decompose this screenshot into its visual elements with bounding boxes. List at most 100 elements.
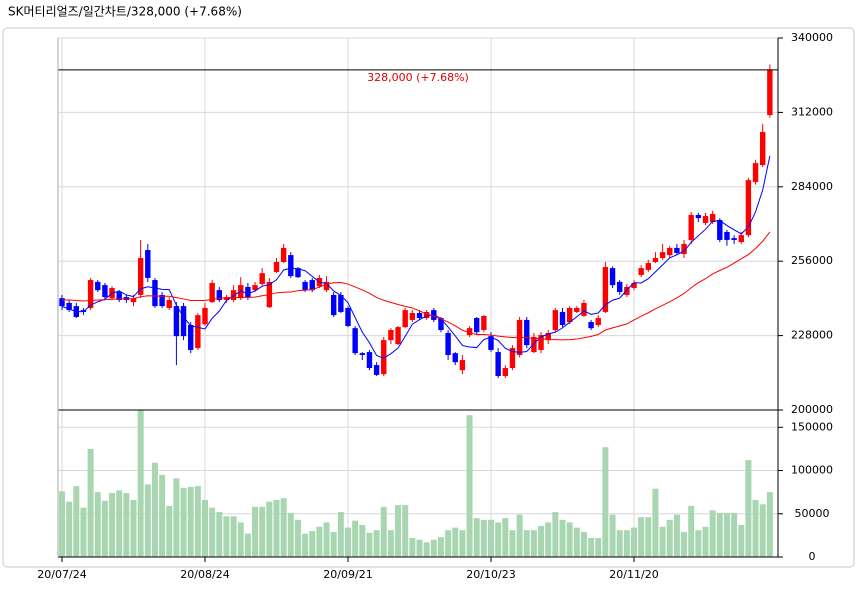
volume-bar — [130, 499, 137, 557]
candle-body — [302, 281, 308, 291]
volume-bar — [345, 527, 351, 557]
x-tick-label: 20/07/24 — [37, 568, 86, 581]
candle-body — [338, 294, 344, 312]
candle-body — [345, 307, 351, 327]
y-tick-label: 50000 — [795, 507, 830, 520]
candle-body — [95, 281, 101, 291]
candle-body — [152, 280, 158, 307]
volume-bar — [109, 493, 116, 557]
volume-bar — [380, 506, 387, 557]
candle-body — [509, 348, 516, 369]
volume-bar — [280, 498, 287, 557]
candle-body — [273, 261, 280, 273]
volume-bar — [616, 530, 623, 557]
volume-bar — [437, 537, 444, 557]
candle-body — [752, 163, 759, 183]
y-tick-label: 228000 — [791, 329, 833, 342]
volume-bar — [209, 507, 216, 557]
candle-body — [459, 360, 466, 371]
candle-body — [102, 285, 108, 298]
candle-body — [173, 306, 180, 337]
volume-bar — [652, 488, 659, 557]
volume-bar — [66, 501, 73, 557]
candle-body — [145, 250, 151, 278]
volume-bar — [538, 525, 545, 557]
volume-bar — [73, 486, 80, 557]
volume-bar — [745, 460, 752, 557]
volume-bar — [509, 530, 516, 557]
volume-bar — [116, 490, 123, 557]
candle-body — [416, 313, 423, 319]
y-tick-label: 100000 — [791, 464, 833, 477]
candle-body — [180, 306, 187, 337]
candle-body — [559, 311, 566, 325]
volume-bar — [223, 516, 230, 557]
candle-body — [709, 213, 716, 223]
candle-body — [502, 368, 508, 376]
volume-bar — [530, 530, 537, 557]
candle-body — [724, 231, 730, 240]
candle-body — [366, 352, 373, 369]
volume-bar — [359, 525, 366, 557]
candle-body — [395, 327, 401, 345]
candle-body — [166, 299, 172, 308]
volume-bar — [545, 522, 552, 557]
candle-body — [545, 332, 551, 341]
candle-body — [738, 235, 744, 243]
candle-body — [624, 286, 630, 295]
candle-body — [295, 268, 301, 278]
candle-body — [617, 281, 623, 293]
annotation-label: 328,000 (+7.68%) — [367, 71, 469, 84]
volume-bar — [144, 484, 151, 557]
volume-bar — [759, 504, 766, 557]
candle-body — [474, 318, 480, 333]
volume-bar — [323, 522, 330, 557]
candle-body — [309, 280, 315, 291]
volume-bar — [366, 532, 373, 557]
candle-body — [531, 336, 537, 353]
candle-body — [495, 352, 501, 376]
volume-bar — [702, 526, 709, 557]
volume-bar — [595, 537, 602, 557]
volume-bar — [502, 518, 509, 557]
volume-bar — [373, 530, 380, 557]
volume-bar — [101, 500, 108, 557]
volume-bar — [723, 512, 730, 557]
volume-bar — [266, 501, 273, 557]
candle-body — [87, 280, 94, 308]
volume-bar — [688, 505, 695, 557]
volume-bar — [445, 530, 452, 557]
volume-bar — [259, 506, 266, 557]
candle-body — [245, 286, 251, 298]
candle-body — [252, 285, 258, 291]
volume-bar — [459, 530, 466, 557]
volume-bar — [337, 512, 344, 557]
volume-bar — [695, 530, 702, 557]
volume-bar — [173, 478, 180, 557]
volume-bar — [423, 542, 430, 557]
candle-body — [373, 365, 380, 375]
candle-body — [381, 340, 387, 375]
candle-body — [574, 307, 580, 312]
y-tick-label: 256000 — [791, 254, 833, 267]
volume-bar — [330, 531, 337, 557]
volume-bar — [409, 537, 416, 557]
y-tick-label: 0 — [809, 550, 816, 563]
candle-body — [767, 69, 773, 116]
chart-title: SK머티리얼즈/일간차트/328,000 (+7.68%) — [8, 5, 242, 19]
volume-bar — [559, 519, 566, 557]
volume-bar — [716, 512, 723, 557]
candle-body — [159, 294, 165, 307]
volume-bar — [516, 514, 523, 557]
candle-body — [595, 318, 601, 325]
candle-body — [645, 263, 651, 270]
moving-average-line — [61, 231, 771, 341]
candle-body — [423, 311, 430, 319]
candle-body — [259, 273, 265, 285]
candle-body — [59, 298, 65, 307]
candle-body — [209, 282, 215, 303]
y-tick-label: 284000 — [791, 180, 833, 193]
volume-bar — [202, 499, 208, 557]
